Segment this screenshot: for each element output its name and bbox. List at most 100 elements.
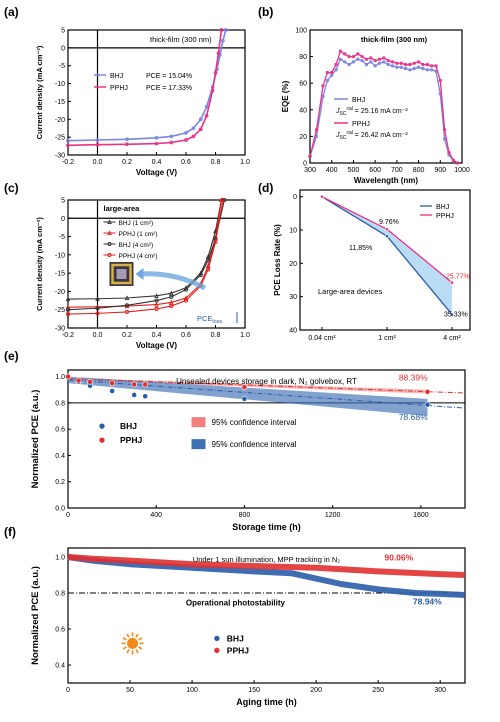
data-point bbox=[87, 378, 93, 385]
data-point bbox=[450, 312, 454, 317]
data-point bbox=[206, 258, 211, 263]
data-point bbox=[219, 28, 224, 32]
data-point bbox=[216, 51, 221, 56]
data-point bbox=[434, 64, 438, 68]
series-line bbox=[67, 29, 223, 147]
x-tick-label: 0.8 bbox=[211, 332, 221, 339]
sun-ray bbox=[135, 633, 139, 638]
fit-line-pphj bbox=[67, 378, 466, 394]
final-value-pphj: 90.06% bbox=[384, 553, 413, 563]
annotation: Large-area devices bbox=[318, 287, 382, 296]
legend-label: BHJ (1 cm²) bbox=[119, 220, 154, 227]
x-tick-label: 0.6 bbox=[181, 332, 191, 339]
data-point bbox=[360, 58, 364, 63]
legend-jsc: JSCcal = 25.16 mA cm⁻² bbox=[335, 106, 408, 117]
x-tick-label: 0.2 bbox=[122, 159, 132, 166]
data-point bbox=[377, 61, 382, 65]
data-point bbox=[65, 312, 71, 317]
y-tick-label: -30 bbox=[55, 153, 65, 160]
y-tick-label: -15 bbox=[55, 99, 65, 106]
y-tick-label: 20 bbox=[289, 261, 297, 268]
data-point bbox=[412, 66, 416, 71]
y-tick-label: 60 bbox=[299, 81, 307, 88]
data-point bbox=[198, 272, 203, 278]
panel-letter: (e) bbox=[4, 349, 19, 363]
data-point bbox=[213, 635, 221, 642]
data-point bbox=[198, 127, 203, 132]
legend-label: PPHJ (4 cm²) bbox=[119, 253, 158, 260]
data-point bbox=[356, 52, 360, 56]
y-tick-label: 0.8 bbox=[55, 591, 65, 598]
x-axis-label: Wavelength (nm) bbox=[354, 176, 418, 185]
plot-frame bbox=[299, 189, 471, 331]
y-tick-label: 0.4 bbox=[55, 453, 65, 460]
x-tick-label: 100 bbox=[186, 687, 198, 694]
y-tick-label: 30 bbox=[289, 294, 297, 301]
data-point bbox=[169, 304, 174, 309]
sun-ray bbox=[138, 646, 143, 650]
y-tick-label: 0 bbox=[303, 161, 307, 168]
data-point bbox=[95, 142, 100, 147]
data-point bbox=[184, 131, 188, 135]
data-point bbox=[204, 113, 209, 118]
y-tick-label: 0.6 bbox=[55, 627, 65, 634]
data-point bbox=[382, 56, 386, 60]
final-value-pphj: 88.39% bbox=[399, 373, 428, 383]
data-point bbox=[347, 54, 351, 59]
data-point bbox=[395, 65, 399, 69]
x-tick-label: 300 bbox=[434, 687, 446, 694]
legend-label: 95% confidence interval bbox=[212, 418, 297, 427]
data-point bbox=[382, 60, 386, 64]
data-point bbox=[338, 49, 343, 53]
data-point bbox=[210, 88, 215, 93]
data-point bbox=[184, 138, 188, 142]
y-axis-label: Normalized PCE (a.u.) bbox=[30, 390, 41, 489]
x-tick-label: 600 bbox=[369, 167, 381, 174]
data-point bbox=[183, 287, 189, 292]
legend-label: BHJ bbox=[227, 633, 244, 643]
data-point bbox=[360, 54, 364, 59]
data-point bbox=[125, 142, 129, 147]
sun-ray bbox=[135, 649, 139, 654]
data-point bbox=[169, 294, 174, 299]
y-tick-label: -10 bbox=[55, 81, 65, 88]
data-point bbox=[364, 57, 369, 61]
data-point bbox=[154, 141, 159, 146]
y-tick-label: 0 bbox=[61, 216, 65, 223]
sun-ray bbox=[122, 646, 127, 650]
data-point bbox=[450, 280, 454, 285]
data-point bbox=[451, 158, 455, 162]
data-point bbox=[66, 143, 70, 148]
x-tick-label: 400 bbox=[326, 167, 338, 174]
data-point bbox=[369, 60, 373, 64]
data-point bbox=[421, 66, 425, 71]
y-axis-label: EQE (%) bbox=[281, 80, 290, 112]
x-tick-label: 1200 bbox=[325, 512, 341, 519]
x-tick-label: 50 bbox=[126, 687, 134, 694]
y-tick-label: -30 bbox=[55, 326, 65, 333]
data-point bbox=[390, 60, 395, 64]
x-axis-label: Storage time (h) bbox=[232, 522, 301, 532]
series-line bbox=[309, 50, 458, 164]
sun-ray bbox=[138, 637, 143, 641]
series-line bbox=[67, 199, 224, 315]
data-point bbox=[65, 296, 71, 302]
data-point bbox=[241, 384, 248, 390]
chart-title: thick-film (300 nm) bbox=[361, 35, 428, 44]
x-tick-label: 4 cm² bbox=[443, 335, 461, 342]
annotation-pce-loss: PCEloss bbox=[197, 314, 222, 325]
data-label: 35.33% bbox=[444, 311, 468, 318]
y-tick-label: 40 bbox=[299, 107, 307, 114]
data-point bbox=[442, 128, 447, 132]
x-tick-label: 0.04 cm² bbox=[308, 335, 336, 342]
x-tick-label: 0.8 bbox=[211, 159, 221, 166]
legend-swatch bbox=[191, 417, 206, 428]
data-point bbox=[191, 134, 196, 139]
sun-ray bbox=[126, 649, 130, 654]
series-line bbox=[321, 196, 453, 315]
data-point bbox=[198, 117, 203, 122]
data-point bbox=[330, 70, 334, 75]
data-point bbox=[107, 219, 112, 225]
data-point bbox=[221, 38, 225, 43]
data-point bbox=[154, 298, 159, 303]
